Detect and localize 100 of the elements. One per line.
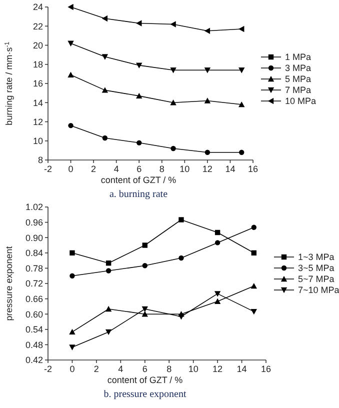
point: [204, 98, 211, 104]
legend-label: 5~7 MPa: [298, 274, 334, 284]
y-tick-label: 0.54: [25, 324, 43, 335]
point: [70, 273, 75, 278]
point: [142, 242, 148, 248]
y-tick-label: 0.66: [25, 294, 43, 304]
x-tick-label: 14: [225, 164, 236, 174]
point: [170, 100, 176, 106]
y-tick-label: 0.90: [25, 232, 43, 243]
point: [204, 28, 210, 34]
legend-label: 5 MPa: [285, 74, 312, 84]
legend-label: 3 MPa: [285, 63, 312, 74]
point: [102, 54, 108, 60]
y-tick-label: 0.72: [25, 278, 43, 289]
x-tick-label: 8: [159, 164, 164, 174]
x-tick-label: 10: [188, 364, 198, 374]
point: [102, 135, 108, 141]
point: [102, 15, 108, 22]
point: [239, 150, 244, 155]
point: [251, 224, 256, 230]
y-tick-label: 12: [32, 116, 43, 127]
x-tick-label: 0: [70, 364, 75, 374]
point: [105, 306, 112, 312]
point: [136, 92, 142, 99]
point: [238, 26, 244, 32]
x-tick-label: -2: [44, 164, 52, 174]
point: [136, 140, 142, 146]
y-axis-title: pressure exponent: [4, 246, 14, 321]
y-tick-label: 16: [32, 78, 43, 89]
legend-label: 3~5 MPa: [298, 263, 334, 274]
point: [178, 255, 184, 261]
x-tick-label: 10: [180, 164, 190, 174]
point: [68, 72, 74, 78]
x-tick-label: 6: [136, 164, 142, 174]
x-tick-label: 12: [212, 364, 223, 374]
point: [136, 20, 142, 26]
point: [70, 250, 75, 256]
legend-label: 1 MPa: [285, 52, 312, 62]
y-tick-label: 1.02: [25, 202, 43, 212]
point: [142, 311, 148, 317]
point: [136, 62, 142, 68]
point: [214, 240, 220, 246]
point: [102, 87, 108, 93]
point: [105, 329, 112, 336]
y-tick-label: 22: [32, 21, 43, 32]
x-tick-label: 6: [142, 364, 148, 374]
point: [68, 122, 74, 128]
point: [251, 250, 256, 256]
y-tick-label: 10: [32, 136, 43, 146]
legend-label: 7~10 MPa: [298, 285, 339, 296]
x-tick-label: 2: [94, 364, 99, 374]
legend-label: 7 MPa: [285, 85, 312, 96]
point: [214, 298, 221, 304]
point: [204, 150, 210, 155]
point: [68, 40, 74, 46]
point: [170, 68, 176, 74]
x-tick-label: 0: [68, 164, 74, 174]
point: [214, 291, 221, 297]
point: [142, 306, 148, 312]
text: b. pressure exponent: [104, 389, 186, 400]
x-tick-label: 2: [91, 164, 96, 174]
point: [142, 263, 148, 268]
point: [204, 68, 211, 74]
point: [214, 230, 220, 236]
point: [69, 344, 76, 350]
y-tick-label: 0.48: [25, 340, 43, 350]
y-tick-label: 20: [32, 40, 43, 50]
x-tick-label: 12: [202, 164, 212, 174]
x-tick-label: 4: [114, 164, 119, 174]
legend-label: 10 MPa: [285, 96, 316, 106]
point: [178, 314, 184, 320]
x-tick-label: 4: [118, 364, 124, 374]
point: [178, 217, 184, 222]
point: [106, 268, 112, 274]
point: [250, 308, 257, 315]
y-tick-label: 0.78: [25, 263, 43, 274]
x-axis-title: content of GZT / %: [107, 375, 183, 385]
x-axis-title: content of GZT / %: [100, 175, 176, 185]
y-tick-label: 0.42: [25, 355, 43, 366]
x-tick-label: 8: [166, 364, 172, 374]
x-tick-label: 16: [248, 164, 258, 174]
y-tick-label: 14: [32, 98, 43, 108]
text: a. burning rate: [109, 189, 168, 200]
x-tick-label: 14: [236, 364, 247, 374]
point: [69, 328, 76, 335]
point: [238, 101, 245, 108]
point: [250, 282, 257, 289]
point: [68, 4, 74, 10]
point: [238, 68, 245, 74]
x-tick-label: -2: [44, 364, 52, 374]
y-tick-label: 24: [32, 2, 43, 12]
y-tick-label: 0.84: [25, 248, 43, 258]
point: [106, 260, 112, 266]
x-tick-label: 16: [260, 364, 272, 374]
y-tick-label: 0.96: [25, 218, 43, 228]
y-tick-label: 0.60: [25, 309, 43, 320]
y-tick-label: 18: [32, 60, 43, 70]
point: [170, 21, 176, 28]
point: [170, 146, 176, 152]
y-tick-label: 8: [38, 155, 43, 166]
